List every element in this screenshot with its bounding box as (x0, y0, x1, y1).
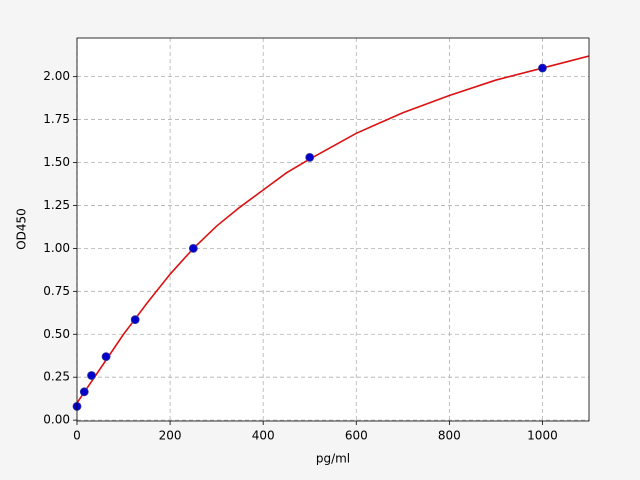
data-point (538, 63, 547, 73)
data-point (79, 387, 89, 397)
plot-frame (76, 37, 590, 422)
y-axis-label: OD450 (15, 208, 29, 250)
x-tick-label: 400 (252, 429, 275, 443)
fit-curve (77, 55, 589, 404)
data-point (188, 243, 198, 253)
data-point (305, 152, 315, 162)
y-tick-label: 1.25 (43, 198, 70, 212)
y-tick-label: 0.00 (43, 413, 70, 427)
x-tick-label: 600 (345, 429, 368, 443)
y-tick-label: 2.00 (43, 69, 70, 83)
x-axis-label: pg/ml (316, 452, 350, 466)
x-tick-label: 800 (438, 429, 461, 443)
y-tick-label: 0.25 (43, 370, 70, 384)
data-point (130, 315, 140, 325)
x-tick-label: 1000 (527, 429, 558, 443)
x-tick-label: 200 (159, 429, 182, 443)
y-tick-label: 1.50 (43, 155, 70, 169)
data-point (87, 371, 96, 380)
plot-area (77, 38, 589, 421)
y-tick-label: 0.50 (43, 327, 70, 341)
data-point (101, 352, 111, 361)
x-tick-label: 0 (73, 429, 81, 443)
y-tick-label: 0.75 (43, 284, 70, 298)
y-tick-label: 1.00 (43, 241, 70, 255)
y-tick-label: 1.75 (43, 112, 70, 126)
